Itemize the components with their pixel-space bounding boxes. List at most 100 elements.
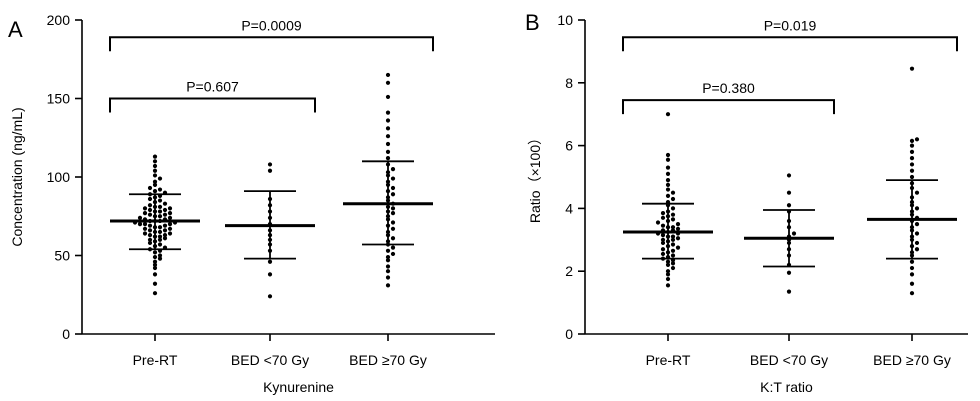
- panel-b-data-point: [665, 272, 671, 277]
- panel-b-data-point: [665, 276, 671, 282]
- panel-a-data-point: [152, 173, 158, 178]
- panel-a-data-point: [390, 206, 396, 211]
- panel-a-data-point: [147, 196, 153, 202]
- panel-b-data-point: [909, 168, 915, 173]
- panel-a-data-point: [385, 258, 391, 263]
- panel-a-p-value-label: P=0.0009: [241, 17, 302, 33]
- panel-a-data-point: [267, 259, 273, 264]
- panel-b-y-tick-label: 0: [565, 326, 573, 342]
- panel-a-data-point: [390, 185, 396, 191]
- panel-a-data-point: [147, 232, 153, 238]
- panel-b-data-point: [791, 231, 797, 236]
- panel-b-data-point: [665, 178, 671, 183]
- panel-b-letter: B: [525, 10, 540, 35]
- panel-b-data-point: [909, 259, 915, 264]
- panel-a-data-point: [267, 168, 273, 173]
- panel-a-data-point: [385, 283, 391, 288]
- panel-a-data-point: [152, 259, 158, 264]
- panel-a-y-tick-label: 50: [54, 248, 70, 264]
- panel-b-data-point: [670, 242, 676, 247]
- panel-a-data-point: [167, 231, 173, 236]
- panel-a-data-point: [267, 294, 273, 299]
- panel-b-data-point: [914, 206, 920, 211]
- panel-a-data-point: [142, 206, 148, 211]
- panel-a-data-point: [157, 176, 163, 181]
- panel-a-data-point: [385, 141, 391, 147]
- panel-a-data-point: [152, 182, 158, 187]
- panel-b-data-point: [914, 190, 920, 195]
- panel-b-data-point: [665, 157, 671, 162]
- panel-b-data-point: [909, 143, 915, 148]
- panel-a-data-point: [385, 110, 391, 115]
- panel-a-data-point: [390, 211, 396, 216]
- panel-a-data-point: [162, 212, 168, 217]
- panel-b-data-point: [665, 193, 671, 198]
- panel-b-p-value-label: P=0.019: [764, 17, 817, 33]
- panel-b-data-point: [909, 162, 915, 167]
- panel-a-data-point: [147, 237, 153, 242]
- panel-b-data-point: [660, 215, 666, 220]
- panel-a-data-point: [162, 207, 168, 213]
- panel-a-data-point: [385, 156, 391, 161]
- panel-b-data-point: [665, 262, 671, 268]
- panel-b-data-point: [660, 211, 666, 216]
- panel-a-data-point: [385, 269, 391, 274]
- panel-b-data-point: [914, 231, 920, 236]
- panel-a-data-point: [157, 234, 163, 239]
- panel-a-category-label: Pre-RT: [133, 352, 178, 368]
- panel-a-data-point: [157, 225, 163, 230]
- panel-b-data-point: [909, 281, 915, 286]
- panel-b-data-point: [670, 196, 676, 202]
- panel-b-category-label: BED ≥70 Gy: [873, 352, 951, 368]
- panel-b-category-label: Pre-RT: [646, 352, 691, 368]
- panel-a-data-point: [152, 163, 158, 169]
- panel-a-data-point: [385, 149, 391, 154]
- panel-b-data-point: [909, 66, 915, 71]
- panel-b-data-point: [909, 156, 915, 161]
- panel-b-data-point: [670, 253, 676, 258]
- panel-b-data-point: [914, 247, 920, 252]
- panel-a-data-point: [152, 291, 158, 296]
- panel-b-data-point: [675, 222, 681, 227]
- panel-a-data-point: [152, 189, 158, 194]
- panel-b-data-point: [786, 289, 792, 294]
- panel-b-data-point: [675, 226, 681, 231]
- panel-a-data-point: [385, 118, 391, 123]
- panel-a-data-point: [385, 94, 391, 100]
- panel-a-data-point: [390, 220, 396, 225]
- panel-a-data-point: [267, 272, 273, 277]
- panel-b-y-tick-label: 10: [557, 12, 573, 28]
- panel-b-data-point: [660, 232, 666, 238]
- panel-a-p-value-label: P=0.607: [186, 79, 239, 95]
- panel-b-data-point: [665, 112, 671, 117]
- panel-a-y-tick-label: 100: [47, 169, 71, 185]
- panel-b-data-point: [670, 237, 676, 242]
- panel-a-data-point: [390, 226, 396, 231]
- panel-a-data-point: [147, 240, 153, 246]
- panel-b-data-point: [786, 270, 792, 275]
- panel-a-y-tick-label: 200: [47, 12, 71, 28]
- panel-b-y-tick-label: 4: [565, 200, 573, 216]
- panel-b-data-point: [665, 283, 671, 288]
- panel-a-data-point: [267, 162, 273, 167]
- panel-a-data-point: [167, 226, 173, 231]
- panel-b-category-label: BED <70 Gy: [750, 352, 828, 368]
- panel-b-data-point: [914, 240, 920, 246]
- panel-b-data-point: [909, 149, 915, 154]
- panel-a-data-point: [137, 222, 143, 227]
- panel-a-category-label: BED ≥70 Gy: [349, 352, 427, 368]
- panel-b-data-point: [665, 187, 671, 192]
- panel-a-data-point: [390, 167, 396, 172]
- panel-a-y-tick-label: 150: [47, 91, 71, 107]
- panel-a-data-point: [157, 242, 163, 247]
- panel-b-data-point: [786, 173, 792, 178]
- panel-a-comparison-bracket: [109, 97, 316, 113]
- panel-a-data-point: [157, 214, 163, 219]
- panel-b-data-point: [675, 245, 681, 250]
- panel-a-data-point: [162, 228, 168, 233]
- panel-a-data-point: [162, 236, 168, 241]
- panel-a-data-point: [385, 248, 391, 253]
- panel-b-data-point: [660, 251, 666, 257]
- panel-a-data-point: [157, 209, 163, 214]
- panel-a-y-axis-title: Concentration (ng/mL): [9, 107, 25, 246]
